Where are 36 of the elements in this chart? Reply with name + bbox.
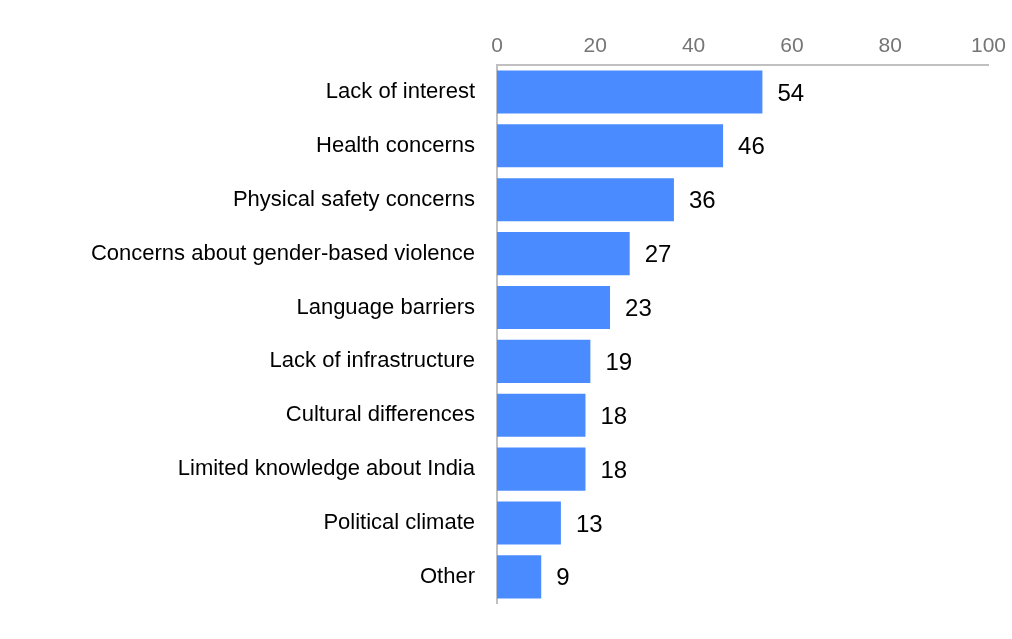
x-tick-label: 0 (491, 33, 503, 57)
data-label: 9 (556, 563, 570, 591)
y-tick-label: Other (419, 562, 475, 588)
y-tick-label: Cultural differences (285, 401, 475, 427)
y-tick-label: Physical safety concerns (232, 185, 475, 211)
data-label: 27 (644, 240, 672, 268)
y-tick-label: Health concerns (316, 131, 475, 157)
y-tick-label: Concerns about gender-based violence (90, 239, 475, 265)
data-label: 23 (625, 294, 652, 322)
x-tick-label: 20 (583, 33, 607, 57)
data-label: 36 (688, 186, 716, 214)
y-tick-label: Lack of interest (325, 78, 475, 103)
bar (497, 447, 586, 491)
y-tick-label: Language barriers (296, 293, 475, 319)
x-tick-label: 80 (878, 33, 902, 57)
x-tick-label: 100 (970, 33, 1006, 57)
data-label: 54 (777, 78, 805, 106)
bar (497, 555, 542, 599)
data-label: 18 (600, 401, 628, 429)
bar (497, 232, 630, 276)
bar (497, 178, 674, 222)
y-tick-label: Limited knowledge about India (177, 455, 476, 481)
bar (497, 285, 611, 330)
bar (497, 501, 561, 545)
data-label: 13 (575, 509, 603, 537)
bar (497, 124, 724, 168)
y-tick-label: Lack of infrastructure (269, 347, 475, 373)
x-tick-label: 60 (780, 33, 804, 57)
data-label: 46 (738, 132, 765, 160)
bar (497, 339, 591, 383)
x-tick-label: 40 (681, 33, 706, 57)
data-label: 18 (600, 455, 628, 483)
bar (497, 70, 763, 114)
bar (497, 393, 586, 437)
data-label: 19 (605, 347, 633, 375)
y-tick-label: Political climate (323, 509, 475, 535)
